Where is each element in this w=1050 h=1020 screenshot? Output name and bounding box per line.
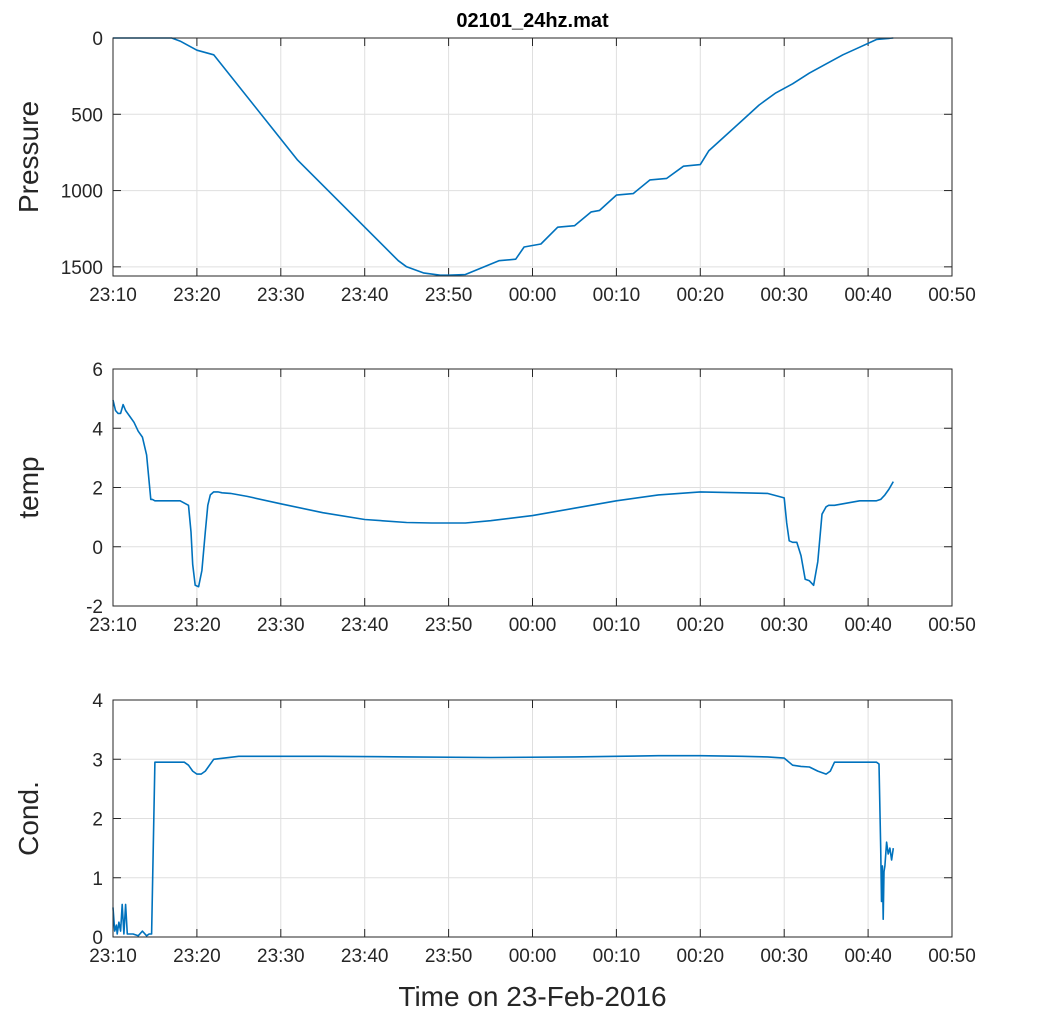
temp-x-tick-label: 00:00 <box>509 615 557 636</box>
temp-panel: 23:10 23:20 23:30 23:40 23:50 00:00 00:10 00:20… <box>13 360 976 636</box>
temp-x-tick-label: 23:30 <box>257 615 305 636</box>
temp-y-tick-label: 0 <box>92 538 103 559</box>
cond-x-tick-label: 00:40 <box>844 946 892 967</box>
temp-axes-frame <box>112 368 953 607</box>
pressure-y-tick-label: 500 <box>71 105 103 126</box>
cond-y-tick-label: 2 <box>92 810 103 831</box>
pressure-x-tick-label: 00:40 <box>844 285 892 306</box>
pressure-y-tick-label: 1000 <box>61 182 103 203</box>
cond-y-tick-label: 1 <box>92 869 103 890</box>
temp-y-tick-label: 6 <box>92 360 103 381</box>
temp-x-tick-label: 00:30 <box>760 615 808 636</box>
cond-x-tick-label: 00:50 <box>928 946 976 967</box>
temp-y-tick-label: 4 <box>92 419 103 440</box>
temp-x-tick-label: 23:50 <box>425 615 473 636</box>
pressure-y-tick-label: 1500 <box>61 258 103 279</box>
cond-x-tick-label: 00:00 <box>509 946 557 967</box>
cond-x-tick-label: 00:20 <box>677 946 725 967</box>
temp-x-tick-label: 23:40 <box>341 615 389 636</box>
cond-x-tick-label: 23:20 <box>173 946 221 967</box>
temp-x-tick-label: 00:10 <box>593 615 641 636</box>
pressure-x-tick-label: 23:30 <box>257 285 305 306</box>
temp-y-tick-label: 2 <box>92 479 103 500</box>
pressure-x-tick-label: 00:30 <box>760 285 808 306</box>
pressure-y-tick-label: 0 <box>92 29 103 50</box>
pressure-axes-frame <box>112 37 953 277</box>
temp-x-tick-label: 00:50 <box>928 615 976 636</box>
cond-y-tick-label: 0 <box>92 928 103 949</box>
cond-x-tick-label: 00:10 <box>593 946 641 967</box>
temp-y-tick-label: -2 <box>86 597 103 618</box>
pressure-x-tick-label: 23:50 <box>425 285 473 306</box>
pressure-x-tick-label: 23:40 <box>341 285 389 306</box>
pressure-x-tick-label: 00:10 <box>593 285 641 306</box>
chart-title: 02101_24hz.mat <box>456 10 609 32</box>
cond-panel: 23:10 23:20 23:30 23:40 23:50 00:00 00:10 00:20… <box>13 691 976 967</box>
cond-x-tick-label: 00:30 <box>760 946 808 967</box>
temp-x-tick-label: 23:20 <box>173 615 221 636</box>
temp-x-tick-label: 00:40 <box>844 615 892 636</box>
temp-y-axis-label: temp <box>13 456 44 518</box>
pressure-panel: 23:10 23:20 23:30 23:40 23:50 00:00 00:10 00:20… <box>13 29 976 306</box>
temp-x-tick-label: 00:20 <box>677 615 725 636</box>
cond-x-tick-label: 23:30 <box>257 946 305 967</box>
pressure-x-tick-label: 23:20 <box>173 285 221 306</box>
cond-x-tick-label: 23:40 <box>341 946 389 967</box>
pressure-x-tick-label: 00:00 <box>509 285 557 306</box>
cond-y-tick-label: 3 <box>92 750 103 771</box>
cond-x-tick-label: 23:10 <box>89 946 137 967</box>
cond-y-axis-label: Cond. <box>13 781 44 856</box>
pressure-x-tick-label: 00:50 <box>928 285 976 306</box>
pressure-series-line <box>113 37 894 277</box>
temp-x-tick-label: 23:10 <box>89 615 137 636</box>
x-axis-label: Time on 23-Feb-2016 <box>398 981 666 1012</box>
cond-axes-frame <box>112 699 953 938</box>
pressure-x-tick-label: 23:10 <box>89 285 137 306</box>
pressure-y-axis-label: Pressure <box>13 101 44 213</box>
temp-series-line <box>112 399 894 588</box>
cond-y-tick-label: 4 <box>92 691 103 712</box>
cond-x-tick-label: 23:50 <box>425 946 473 967</box>
cond-series-line <box>112 754 895 937</box>
pressure-x-tick-label: 00:20 <box>677 285 725 306</box>
